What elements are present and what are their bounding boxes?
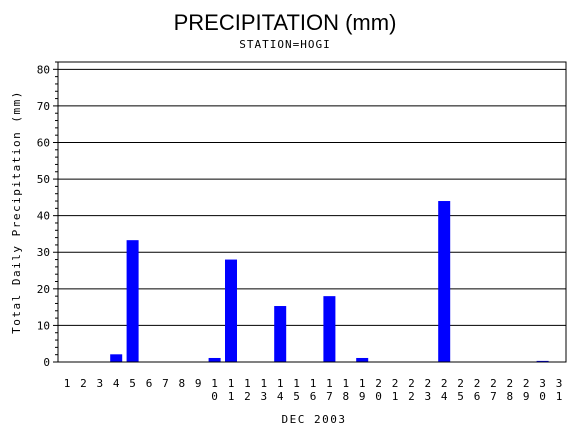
plot-frame [57, 61, 567, 363]
y-tick-label: 30 [37, 246, 50, 259]
x-tick-label: 5 [129, 377, 136, 390]
x-tick-label: 3 [96, 377, 103, 390]
y-tick-label: 80 [37, 63, 50, 76]
bars [110, 201, 549, 362]
y-tick-label: 0 [43, 356, 50, 369]
chart-subtitle: STATION=HOGI [239, 38, 330, 51]
x-tick-label: 7 [162, 377, 169, 390]
bar-day-11 [225, 259, 237, 362]
x-axis: 1 2 3 4 5 6 7 8 9 1 01 11 21 31 41 51 61 71 81 92 02 12 22 32 42… [64, 377, 563, 403]
x-tick-label: 8 [178, 377, 185, 390]
bar-day-10 [208, 357, 221, 362]
bar-day-30 [536, 360, 549, 362]
bar-day-24 [438, 201, 451, 362]
x-tick-label: 9 [195, 377, 202, 390]
y-tick-label: 40 [37, 210, 50, 223]
bar-day-17 [323, 296, 336, 362]
gridlines [58, 68, 566, 326]
bar-day-14 [274, 306, 287, 362]
bar-day-5 [126, 240, 139, 362]
bar-day-19 [356, 357, 369, 362]
y-tick-label: 20 [37, 283, 50, 296]
y-axis-label: Total Daily Precipitation (mm) [10, 90, 23, 334]
y-tick-label: 70 [37, 100, 50, 113]
x-tick-label: 2 [80, 377, 87, 390]
bar-day-4 [110, 354, 123, 362]
y-tick-label: 10 [37, 319, 50, 332]
y-tick-label: 60 [37, 136, 50, 149]
x-axis-label: DEC 2003 [282, 413, 347, 426]
x-tick-label: 4 [113, 377, 120, 390]
chart-title: PRECIPITATION (mm) [174, 10, 397, 35]
x-tick-label: 1 [64, 377, 71, 390]
y-tick-label: 50 [37, 173, 50, 186]
x-tick-label: 6 [146, 377, 153, 390]
y-axis: 0 10 20 30 40 50 60 70 80 [37, 61, 58, 369]
